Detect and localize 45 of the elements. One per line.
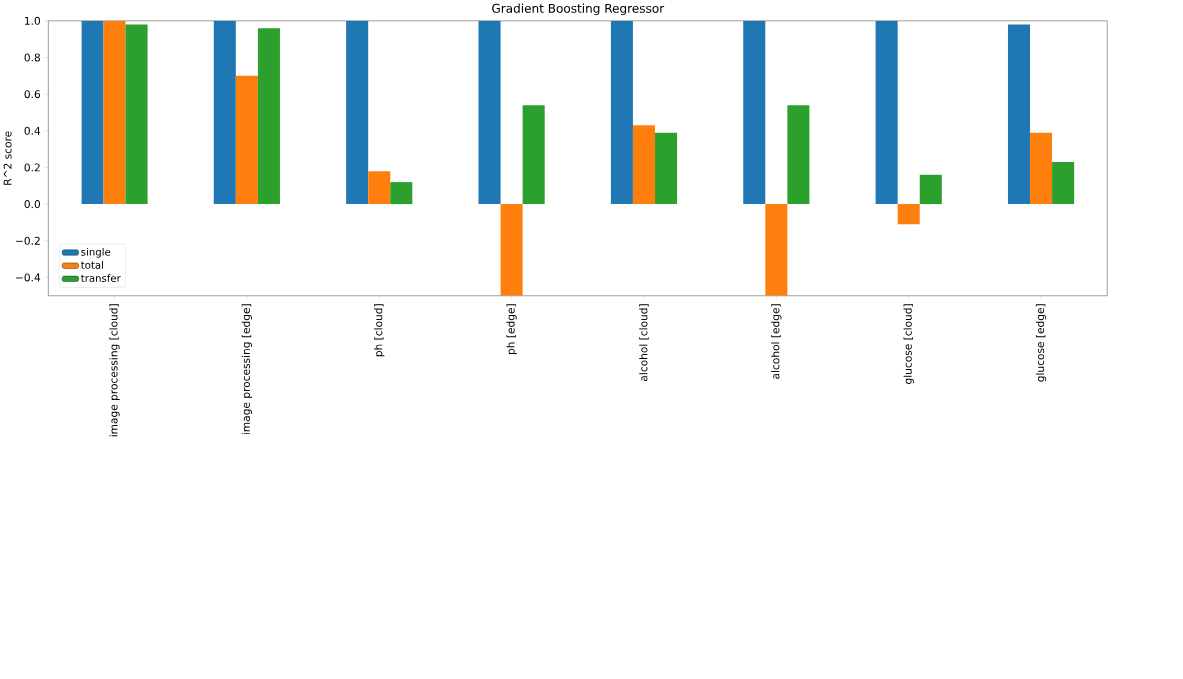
y-tick-label: 0.6 <box>24 90 41 99</box>
bar <box>743 20 766 205</box>
bar <box>1052 162 1075 205</box>
bar <box>632 125 655 205</box>
legend-label: single <box>81 247 111 258</box>
bar <box>346 20 369 205</box>
bar <box>81 20 104 205</box>
x-tick-label: ph [cloud] <box>374 304 385 357</box>
bar <box>390 182 413 205</box>
x-tick-label: ph [edge] <box>506 304 517 355</box>
y-tick-label: −0.2 <box>16 236 40 245</box>
bar <box>1030 132 1053 205</box>
bar <box>919 174 942 205</box>
bar <box>368 171 391 205</box>
y-tick-label: −0.4 <box>16 273 41 282</box>
bar <box>257 28 280 205</box>
bar <box>875 20 898 205</box>
bar <box>478 20 501 205</box>
x-tick-label: alcohol [cloud] <box>639 304 649 382</box>
y-axis-title: R^2 score <box>3 131 12 185</box>
legend-label: transfer <box>81 274 121 283</box>
x-tick-label: image processing [cloud] <box>109 304 120 437</box>
bar <box>125 24 148 205</box>
x-tick-label: glucose [cloud] <box>903 304 914 385</box>
bar <box>235 75 258 205</box>
y-tick-label: 0.4 <box>24 126 41 135</box>
bar <box>765 204 788 296</box>
y-tick-label: 0.0 <box>24 200 41 209</box>
bar <box>655 132 678 205</box>
bar <box>522 105 545 205</box>
bar <box>897 204 920 225</box>
bar <box>610 20 633 205</box>
y-tick-label: 0.8 <box>24 53 40 62</box>
bar <box>213 20 236 205</box>
legend-label: total <box>81 261 103 269</box>
y-tick-label: 1.0 <box>25 16 41 25</box>
chart-title: Gradient Boosting Regressor <box>492 3 665 16</box>
x-tick-label: image processing [edge] <box>241 304 253 435</box>
bar <box>500 204 523 296</box>
bar <box>787 105 810 205</box>
bar <box>103 20 126 205</box>
bar <box>1007 24 1031 205</box>
x-tick-label: alcohol [edge] <box>771 304 782 379</box>
x-tick-label: glucose [edge] <box>1035 304 1047 382</box>
y-tick-label: 0.2 <box>24 163 40 172</box>
